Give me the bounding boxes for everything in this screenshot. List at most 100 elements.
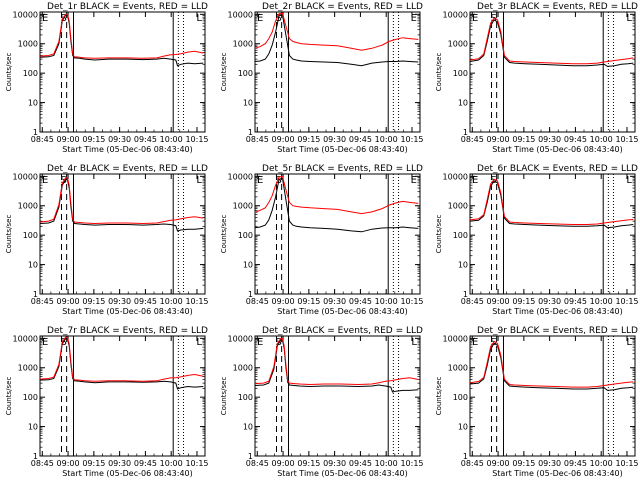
marker-letter-left: E — [472, 337, 478, 348]
events-series-line — [254, 177, 419, 233]
x-tick-label: 09:30 — [108, 297, 131, 306]
x-tick-label: 09:00 — [272, 297, 295, 306]
lld-series-line — [469, 17, 634, 65]
y-tick-label: 10000 — [13, 10, 38, 19]
marker-letter-right: L — [196, 13, 202, 24]
plot-frame — [469, 11, 636, 133]
panel-title: Det_6r BLACK = Events, RED = LLD — [477, 164, 638, 174]
y-tick-label: 1000 — [233, 364, 253, 373]
marker-letter-right: L — [626, 175, 632, 186]
panel-title: Det_7r BLACK = Events, RED = LLD — [47, 326, 208, 336]
x-tick-label: 09:45 — [349, 459, 372, 468]
plot-frame — [39, 173, 206, 295]
marker-letter-left: E — [42, 175, 48, 186]
x-tick-label: 10:00 — [375, 459, 398, 468]
lld-series-line — [254, 12, 419, 51]
y-tick-label: 10 — [243, 99, 253, 108]
y-tick-label: 100 — [238, 393, 253, 402]
x-axis-label: Start Time (05-Dec-06 08:43:40) — [277, 145, 408, 154]
x-tick-label: 09:00 — [487, 459, 510, 468]
panel-title: Det_5r BLACK = Events, RED = LLD — [262, 164, 423, 174]
y-tick-label: 1 — [248, 290, 253, 299]
x-tick-label: 09:00 — [272, 135, 295, 144]
y-tick-label: 1000 — [448, 202, 468, 211]
events-series-line — [39, 14, 204, 67]
plot-frame — [39, 335, 206, 457]
detector-panel: Det_9r BLACK = Events, RED = LLD 1 10 100 10… — [435, 326, 639, 478]
y-tick-label: 10000 — [228, 10, 253, 19]
plot-frame — [469, 335, 636, 457]
x-axis-label: Start Time (05-Dec-06 08:43:40) — [62, 469, 193, 478]
x-tick-label: 09:30 — [108, 135, 131, 144]
y-tick-label: 10000 — [13, 172, 38, 181]
y-tick-label: 10 — [458, 423, 468, 432]
x-tick-label: 09:45 — [349, 135, 372, 144]
detector-panel: Det_6r BLACK = Events, RED = LLD 1 10 100 10… — [435, 164, 639, 316]
plot-frame — [254, 173, 421, 295]
plot-frame — [254, 335, 421, 457]
x-axis-label: Start Time (05-Dec-06 08:43:40) — [492, 145, 623, 154]
x-tick-label: 09:45 — [564, 135, 587, 144]
x-tick-label: 10:00 — [375, 297, 398, 306]
y-axis-label: Counts/sec — [220, 215, 228, 254]
events-series-line — [39, 178, 204, 232]
lld-series-line — [39, 336, 204, 382]
y-tick-label: 1000 — [233, 202, 253, 211]
x-tick-label: 08:45 — [31, 297, 54, 306]
detector-panel: Det_1r BLACK = Events, RED = LLD 1 10 100 10… — [5, 2, 209, 154]
panel-title: Det_9r BLACK = Events, RED = LLD — [477, 326, 638, 336]
x-tick-label: 08:45 — [461, 459, 484, 468]
detector-panel: Det_7r BLACK = Events, RED = LLD 1 10 100 10… — [5, 326, 209, 478]
x-tick-label: 10:00 — [160, 135, 183, 144]
x-tick-label: 09:30 — [538, 459, 561, 468]
y-tick-label: 100 — [23, 231, 38, 240]
marker-letter-left: E — [42, 337, 48, 348]
x-tick-label: 09:30 — [538, 297, 561, 306]
x-tick-label: 10:00 — [375, 135, 398, 144]
panel-title: Det_4r BLACK = Events, RED = LLD — [47, 164, 208, 174]
x-tick-label: 10:15 — [400, 135, 423, 144]
marker-letter-right: L — [626, 337, 632, 348]
x-tick-label: 10:15 — [615, 459, 638, 468]
y-tick-label: 1000 — [448, 364, 468, 373]
marker-letter-right: L — [411, 337, 417, 348]
marker-letter-left: E — [472, 13, 478, 24]
y-tick-label: 10000 — [443, 172, 468, 181]
x-tick-label: 10:15 — [400, 459, 423, 468]
y-axis-label: Counts/sec — [5, 215, 13, 254]
detector-panel: Det_3r BLACK = Events, RED = LLD 1 10 100 10… — [435, 2, 639, 154]
x-tick-label: 09:30 — [538, 135, 561, 144]
lld-series-line — [469, 178, 634, 225]
x-tick-label: 08:45 — [246, 459, 269, 468]
x-tick-label: 09:15 — [297, 459, 320, 468]
y-tick-label: 10 — [28, 261, 38, 270]
x-tick-label: 09:00 — [487, 297, 510, 306]
lld-series-line — [39, 177, 204, 225]
x-tick-label: 09:45 — [134, 459, 157, 468]
x-tick-label: 09:15 — [82, 297, 105, 306]
x-tick-label: 10:00 — [160, 459, 183, 468]
events-series-line — [469, 180, 634, 229]
y-tick-label: 1000 — [18, 202, 38, 211]
y-tick-label: 1 — [463, 128, 468, 137]
x-tick-label: 08:45 — [461, 297, 484, 306]
y-tick-label: 1 — [463, 290, 468, 299]
lld-series-line — [39, 13, 204, 59]
marker-letter-right: E — [411, 175, 417, 186]
lld-series-line — [254, 337, 419, 386]
y-axis-label: Counts/sec — [220, 377, 228, 416]
x-tick-label: 10:15 — [400, 297, 423, 306]
plot-frame — [469, 173, 636, 295]
plot-frame — [254, 11, 421, 133]
marker-letter-left: E — [472, 175, 478, 186]
marker-letter-right: L — [196, 337, 202, 348]
x-tick-label: 09:45 — [564, 297, 587, 306]
x-axis-label: Start Time (05-Dec-06 08:43:40) — [277, 307, 408, 316]
x-tick-label: 09:45 — [349, 297, 372, 306]
x-tick-label: 09:30 — [323, 135, 346, 144]
x-tick-label: 09:45 — [564, 459, 587, 468]
events-series-line — [254, 339, 419, 393]
marker-letter-left: E — [257, 13, 263, 24]
x-axis-label: Start Time (05-Dec-06 08:43:40) — [492, 307, 623, 316]
x-tick-label: 09:15 — [82, 459, 105, 468]
